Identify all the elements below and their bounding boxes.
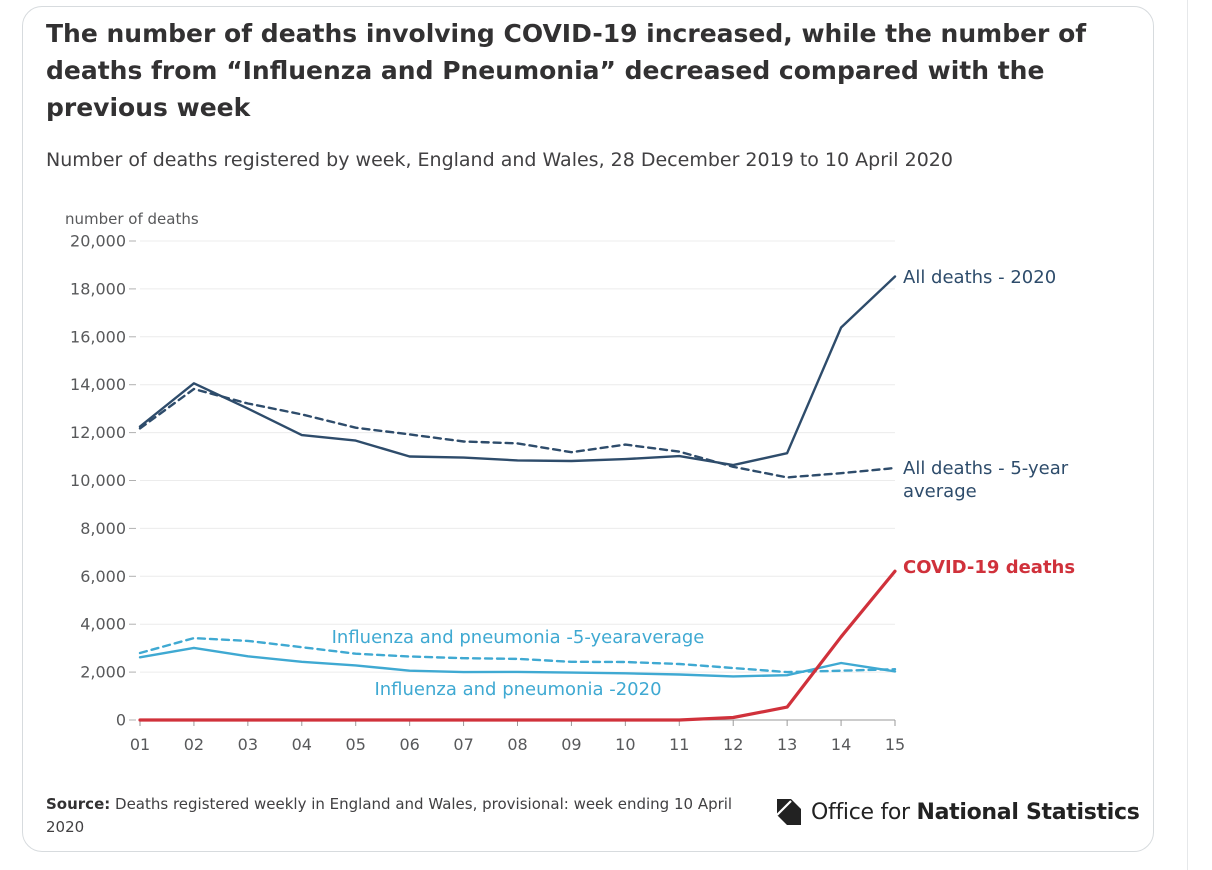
axes: number of deaths 0 2,000 4,000 6,000 8,000 10,… [65, 210, 905, 754]
ons-logo-icon [776, 799, 801, 825]
y-tick-label: 8,000 [80, 519, 126, 538]
y-tick-label: 12,000 [70, 423, 126, 442]
chart-title: The number of deaths involving COVID-19 … [46, 19, 1087, 122]
ons-logo[interactable]: Office for National Statistics [773, 797, 1140, 827]
y-tick-label: 2,000 [80, 663, 126, 682]
x-tick-label: 10 [615, 735, 635, 754]
source-label: Source: [46, 795, 111, 813]
series-lines [138, 275, 897, 722]
gridlines [140, 240, 895, 673]
series-line [138, 646, 897, 678]
series-line [138, 569, 897, 722]
series-line [138, 636, 897, 674]
x-tick-label: 14 [831, 735, 851, 754]
source-text: Deaths registered weekly in England and … [46, 795, 733, 836]
y-tick-label: 0 [116, 711, 126, 730]
x-tick-label: 05 [346, 735, 366, 754]
series-labels: All deaths - 2020 All deaths - 5-yearaver… [332, 267, 1075, 700]
logo-text-regular: Office for [811, 799, 910, 825]
series-label: Influenza and pneumonia -5-yearaverage [332, 627, 705, 648]
logo-text: Office for National Statistics [811, 800, 1140, 825]
y-tick-label: 10,000 [70, 471, 126, 490]
x-tick-label: 15 [885, 735, 905, 754]
y-tick-label: 20,000 [70, 232, 126, 251]
series-label: Influenza and pneumonia -2020 [374, 679, 661, 700]
y-tick-label: 14,000 [70, 375, 126, 394]
y-tick-label: 16,000 [70, 327, 126, 346]
x-tick-label: 06 [399, 735, 419, 754]
source-note: Source: Deaths registered weekly in Engl… [46, 793, 756, 839]
series-label: COVID-19 deaths [903, 557, 1075, 578]
x-tick-label: 03 [238, 735, 258, 754]
x-tick-label: 13 [777, 735, 797, 754]
series-line [138, 275, 897, 467]
y-axis-title: number of deaths [65, 210, 199, 228]
series-label: All deaths - 5-year [903, 458, 1069, 479]
logo-text-bold: National Statistics [916, 799, 1140, 825]
series-label: average [903, 481, 977, 502]
x-tick-label: 09 [561, 735, 581, 754]
x-tick-label: 01 [130, 735, 150, 754]
chart-subtitle: Number of deaths registered by week, Eng… [46, 149, 953, 171]
x-tick-label: 11 [669, 735, 689, 754]
series-label: All deaths - 2020 [903, 267, 1056, 288]
x-tick-label: 02 [184, 735, 204, 754]
chart-card [22, 6, 1154, 852]
y-tick-label: 6,000 [80, 567, 126, 586]
x-tick-label: 12 [723, 735, 743, 754]
x-tick-label: 08 [507, 735, 527, 754]
x-tick-label: 07 [453, 735, 473, 754]
page-divider [1187, 0, 1188, 870]
y-tick-label: 4,000 [80, 615, 126, 634]
series-line [138, 387, 897, 479]
x-tick-label: 04 [292, 735, 312, 754]
y-tick-label: 18,000 [70, 279, 126, 298]
